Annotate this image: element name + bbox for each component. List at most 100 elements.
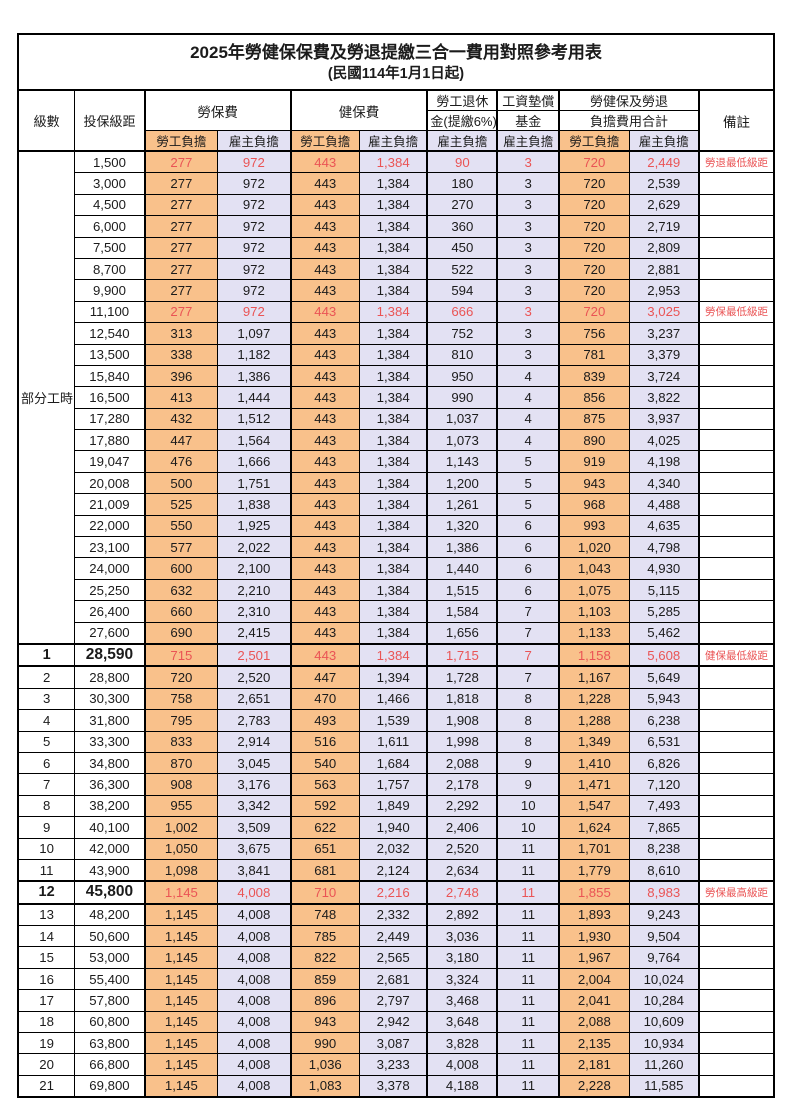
table-row: 8 38,200 955 3,342 592 1,849 2,292 10 1,547 7,493 <box>17 794 775 818</box>
note-cell <box>697 709 775 732</box>
table-row: 22,000 550 1,925 443 1,384 1,320 6 993 4,635 <box>18 514 775 538</box>
note-cell <box>697 773 775 796</box>
table-row: 23,100 577 2,022 443 1,384 1,386 6 1,020 4,798 <box>18 536 775 559</box>
health-w-cell: 943 <box>289 1010 360 1034</box>
pension-e-cell: 1,037 <box>426 407 498 431</box>
total-e-cell: 6,531 <box>628 730 700 753</box>
health-e-cell: 1,539 <box>358 709 428 732</box>
pension-e-cell: 594 <box>426 279 498 302</box>
pension-e-cell: 1,261 <box>426 493 498 516</box>
table-row: 16,500 413 1,444 443 1,384 990 4 856 3,822 <box>18 386 775 409</box>
level-cell: 6 <box>17 751 76 775</box>
fund-e-cell: 10 <box>496 816 560 839</box>
pension-e-cell: 3,648 <box>426 1010 498 1034</box>
bracket-cell: 17,880 <box>74 429 146 452</box>
level-cell: 15 <box>17 946 76 969</box>
level-cell: 18 <box>17 1010 76 1034</box>
pension-e-cell: 270 <box>426 193 498 217</box>
total-w-cell: 2,181 <box>558 1053 630 1076</box>
pension-e-cell: 2,520 <box>426 837 498 860</box>
health-w-cell: 859 <box>289 967 360 991</box>
health-e-cell: 1,384 <box>358 193 428 217</box>
labor-e-cell: 4,008 <box>217 1053 292 1076</box>
total-e-cell: 10,609 <box>628 1010 700 1034</box>
subheader-health-employee: 勞工負擔 <box>289 130 360 152</box>
labor-e-cell: 3,342 <box>217 794 292 818</box>
note-cell <box>697 407 775 431</box>
bracket-cell: 17,280 <box>74 407 146 431</box>
labor-e-cell: 2,022 <box>217 536 292 559</box>
labor-e-cell: 972 <box>217 150 292 174</box>
level-cell: 5 <box>17 730 76 753</box>
labor-e-cell: 1,512 <box>217 407 292 431</box>
total-e-cell: 4,025 <box>628 429 700 452</box>
table-row: 21,009 525 1,838 443 1,384 1,261 5 968 4,488 <box>18 493 775 516</box>
fund-e-cell: 3 <box>496 279 560 302</box>
health-e-cell: 1,384 <box>358 407 428 431</box>
bracket-cell: 36,300 <box>74 773 146 796</box>
pension-e-cell: 1,200 <box>426 471 498 495</box>
health-e-cell: 1,384 <box>358 150 428 174</box>
labor-e-cell: 4,008 <box>217 903 292 927</box>
total-w-cell: 720 <box>558 150 630 174</box>
health-e-cell: 3,233 <box>358 1053 428 1076</box>
health-w-cell: 470 <box>289 687 360 711</box>
table-row: 11,100 277 972 443 1,384 666 3 720 3,025 勞保最低級距 <box>18 300 775 324</box>
labor-e-cell: 972 <box>217 215 292 238</box>
labor-w-cell: 476 <box>143 450 219 473</box>
bracket-cell: 26,400 <box>74 600 146 623</box>
health-w-cell: 443 <box>289 514 360 538</box>
pension-e-cell: 950 <box>426 364 498 388</box>
note-cell <box>697 364 775 388</box>
labor-e-cell: 4,008 <box>217 967 292 991</box>
table-row: 6,000 277 972 443 1,384 360 3 720 2,719 <box>18 215 775 238</box>
labor-w-cell: 313 <box>143 322 219 345</box>
table-row: 4,500 277 972 443 1,384 270 3 720 2,629 <box>18 193 775 217</box>
health-e-cell: 1,384 <box>358 279 428 302</box>
bracket-cell: 40,100 <box>74 816 146 839</box>
fund-e-cell: 6 <box>496 557 560 580</box>
labor-e-cell: 972 <box>217 300 292 324</box>
pension-e-cell: 360 <box>426 215 498 238</box>
table-row: 17 57,800 1,145 4,008 896 2,797 3,468 11 2,041 10… <box>17 989 775 1012</box>
total-w-cell: 1,471 <box>558 773 630 796</box>
col-header-note: 備註 <box>697 89 775 152</box>
bracket-cell: 31,800 <box>74 709 146 732</box>
labor-e-cell: 4,008 <box>217 989 292 1012</box>
health-e-cell: 1,384 <box>358 257 428 281</box>
total-w-cell: 720 <box>558 300 630 324</box>
bracket-cell: 8,700 <box>74 257 146 281</box>
total-w-cell: 1,967 <box>558 946 630 969</box>
health-e-cell: 2,797 <box>358 989 428 1012</box>
health-w-cell: 443 <box>289 450 360 473</box>
total-w-cell: 1,930 <box>558 925 630 948</box>
fund-e-cell: 7 <box>496 642 560 668</box>
fund-e-cell: 3 <box>496 257 560 281</box>
labor-w-cell: 1,145 <box>143 946 219 969</box>
total-e-cell: 5,608 <box>628 642 700 668</box>
fund-e-cell: 4 <box>496 364 560 388</box>
labor-w-cell: 1,145 <box>143 903 219 927</box>
note-cell <box>697 1032 775 1055</box>
fund-e-cell: 11 <box>496 925 560 948</box>
labor-e-cell: 1,097 <box>217 322 292 345</box>
health-e-cell: 1,384 <box>358 536 428 559</box>
fund-e-cell: 7 <box>496 600 560 623</box>
bracket-cell: 42,000 <box>74 837 146 860</box>
labor-e-cell: 972 <box>217 279 292 302</box>
health-w-cell: 443 <box>289 621 360 645</box>
pension-e-cell: 1,143 <box>426 450 498 473</box>
labor-w-cell: 1,145 <box>143 1010 219 1034</box>
total-w-cell: 1,158 <box>558 642 630 668</box>
bracket-cell: 50,600 <box>74 925 146 948</box>
total-w-cell: 720 <box>558 257 630 281</box>
bracket-cell: 30,300 <box>74 687 146 711</box>
fund-e-cell: 9 <box>496 773 560 796</box>
table-row: 18 60,800 1,145 4,008 943 2,942 3,648 11 2,088 10… <box>17 1010 775 1034</box>
table-row: 17,880 447 1,564 443 1,384 1,073 4 890 4,025 <box>18 429 775 452</box>
note-cell <box>697 578 775 602</box>
labor-e-cell: 4,008 <box>217 1032 292 1055</box>
health-e-cell: 1,384 <box>358 471 428 495</box>
table-body: 部分工時 1,500 277 972 443 1,384 90 3 720 2,449 勞退最低級距… <box>17 150 775 1098</box>
subheader-labor-employer: 雇主負擔 <box>217 130 292 152</box>
